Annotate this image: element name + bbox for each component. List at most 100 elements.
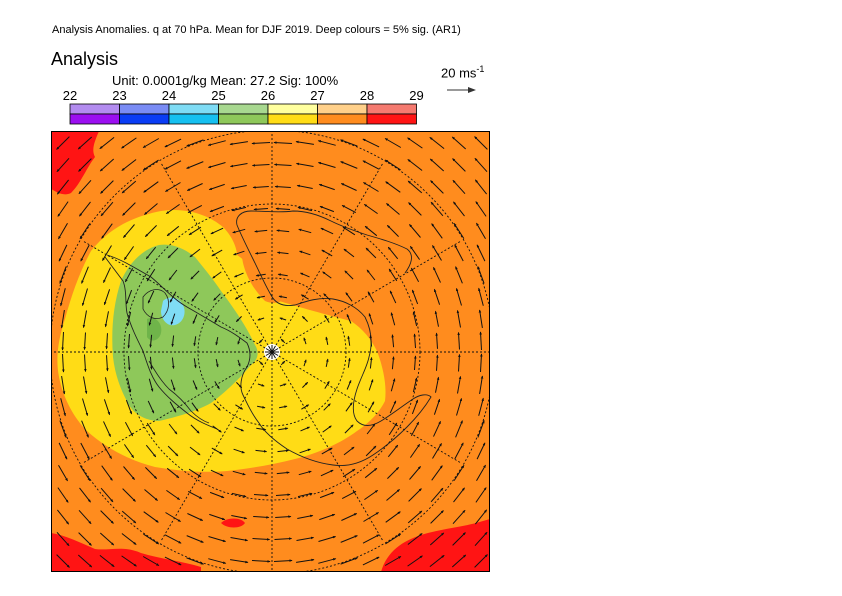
wind-vector-arrow	[212, 271, 222, 279]
wind-vector-arrow	[253, 494, 269, 497]
wind-vector-arrow	[367, 401, 375, 413]
wind-vector-arrow	[345, 292, 353, 302]
wind-vector-arrow	[279, 317, 287, 321]
wind-vector-arrow	[60, 288, 66, 307]
wind-vector-arrow	[213, 403, 221, 411]
wind-vector-arrow	[209, 513, 226, 521]
wind-vector-arrow	[457, 375, 462, 394]
wind-vector-arrow	[365, 445, 377, 457]
wind-vector-arrow	[280, 338, 286, 344]
pole-spoke	[265, 351, 273, 356]
wind-vector-arrow	[234, 294, 243, 300]
wind-vector-arrow	[79, 487, 91, 503]
wind-vector-arrow	[146, 422, 156, 436]
wind-vector-arrow	[301, 315, 308, 322]
colorbar-deep-box	[267, 113, 318, 125]
wind-vector-arrow	[254, 229, 268, 233]
wind-vector-arrow	[273, 163, 292, 166]
wind-vector-arrow	[61, 331, 64, 351]
wind-vector-arrow	[429, 158, 445, 172]
wind-vector-arrow	[214, 381, 220, 390]
wind-vector-arrow	[186, 557, 205, 565]
wind-vector-arrow	[273, 559, 293, 562]
wind-vector-arrow	[346, 313, 352, 324]
wind-vector-arrow	[455, 420, 463, 438]
wind-vector-arrow	[258, 360, 264, 366]
wind-vector-arrow	[56, 157, 70, 173]
wind-vector-arrow	[475, 179, 487, 195]
red-region-sw	[51, 533, 201, 572]
wind-vector-arrow	[325, 358, 329, 368]
wind-vector-arrow	[254, 251, 267, 255]
wind-vector-arrow	[169, 291, 177, 303]
wind-vector-arrow	[317, 140, 336, 146]
island-outline	[142, 289, 169, 319]
wind-vector-arrow	[432, 244, 442, 261]
wind-vector-arrow	[477, 419, 485, 438]
wind-vector-arrow	[187, 204, 203, 214]
wind-vector-arrow	[436, 354, 439, 371]
wind-vector-arrow	[147, 400, 155, 414]
wind-vector-arrow	[321, 249, 333, 257]
wind-vector-arrow	[429, 555, 445, 567]
wind-vector-arrow	[432, 442, 442, 459]
red-blob-south	[221, 518, 245, 528]
wind-vector-arrow	[81, 288, 88, 307]
wind-vector-arrow	[296, 184, 313, 189]
wind-vector-arrow	[387, 466, 400, 479]
colorbar-deep-box	[218, 113, 269, 125]
wind-vector-arrow	[215, 358, 219, 368]
wind-vector-arrow	[296, 558, 315, 563]
wind-vector-arrow	[409, 443, 421, 458]
wind-vector-arrow	[57, 509, 69, 525]
continent-outline	[106, 210, 432, 466]
wind-vector-arrow	[58, 222, 68, 240]
wind-vectors	[56, 136, 488, 568]
wind-vector-arrow	[236, 382, 243, 389]
wind-vector-arrow	[339, 139, 358, 147]
wind-vector-arrow	[409, 466, 421, 480]
wind-vector-arrow	[191, 402, 199, 412]
wind-vector-arrow	[79, 223, 91, 240]
colorbar-deep-box	[317, 113, 368, 125]
wind-vector-arrow	[164, 160, 182, 170]
coast-inner-outline	[148, 360, 210, 424]
wind-vector-arrow	[128, 355, 131, 371]
wind-vector-arrow	[458, 353, 461, 372]
wind-vector-arrow	[390, 312, 396, 326]
wind-vector-arrow	[62, 353, 65, 373]
wind-vector-arrow	[81, 420, 89, 438]
wind-vector-arrow	[300, 294, 309, 300]
wind-vector-arrow	[251, 164, 270, 167]
wind-vector-arrow	[256, 427, 267, 431]
wind-vector-arrow	[430, 510, 444, 524]
wind-vector-arrow	[164, 556, 182, 566]
wind-vector-arrow	[121, 533, 137, 545]
wind-vector-arrow	[300, 426, 311, 432]
wind-vector-arrow	[185, 139, 204, 147]
wind-vector-arrow	[188, 468, 202, 478]
wind-vector-arrow	[318, 535, 337, 542]
wind-vector-arrow	[190, 270, 200, 280]
wind-vector-arrow	[296, 536, 315, 541]
wind-vector-arrow	[318, 558, 337, 564]
wind-vector-arrow	[208, 183, 225, 191]
colorbar-light-box	[366, 103, 417, 115]
colorbar-tick-label: 24	[161, 88, 177, 103]
wind-vector-arrow	[451, 554, 467, 568]
wind-vector-arrow	[340, 557, 359, 565]
wind-vector-arrow	[407, 533, 423, 545]
wind-vector-arrow	[474, 136, 488, 150]
wind-vector-arrow	[430, 487, 444, 503]
wind-vector-arrow	[277, 273, 288, 277]
wind-vector-arrow	[211, 249, 223, 257]
wind-vector-arrow	[276, 471, 290, 475]
wind-vector-arrow	[143, 511, 159, 523]
wind-vector-arrow	[409, 224, 421, 238]
wind-vector-arrow	[347, 357, 351, 368]
wind-vector-arrow	[317, 161, 336, 168]
wind-vector-arrow	[237, 337, 241, 345]
wind-vector-arrow	[412, 377, 418, 393]
vector-key-arrow	[447, 87, 476, 93]
colorbar-deep-box	[366, 113, 417, 125]
